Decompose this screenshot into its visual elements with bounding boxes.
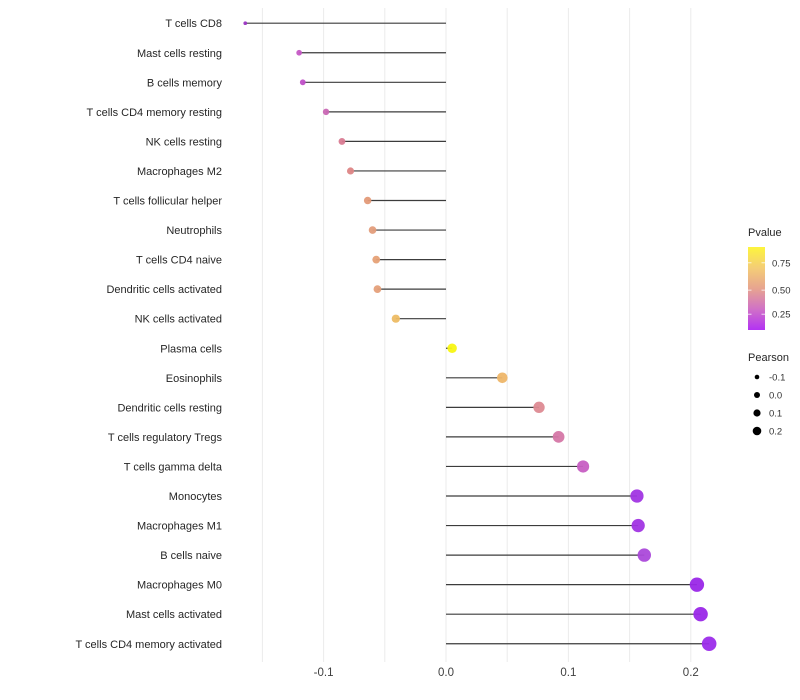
pvalue-tick-label: 0.50 [772,286,791,297]
x-tick-label: -0.1 [314,667,334,679]
x-axis: -0.1 0.0 0.1 0.2 [314,667,699,679]
pearson-legend-dot [753,409,761,417]
lollipop-rows: T cells CD8 Mast cells resting B cells mem… [75,18,717,652]
lollipop-row: T cells regulatory Tregs [108,431,565,444]
lollipop-row: Mast cells resting [137,48,446,60]
category-label: Macrophages M1 [137,521,222,533]
lollipop-row: T cells gamma delta [124,460,590,473]
lollipop-row: T cells follicular helper [113,196,446,208]
pvalue-tick-label: 0.75 [772,258,791,269]
pvalue-colorbar [748,247,765,330]
lollipop-row: T cells CD4 naive [136,255,446,267]
category-label: Mast cells activated [126,609,222,621]
category-label: T cells CD4 naive [136,255,222,267]
x-tick-label: 0.1 [560,667,576,679]
category-label: T cells follicular helper [113,196,222,208]
pearson-legend-label: 0.1 [769,409,782,420]
lollipop-row: B cells naive [160,548,651,562]
lollipop-dot [322,108,330,116]
lollipop-row: T cells CD4 memory resting [87,107,446,119]
pearson-legend-dot [754,392,760,398]
category-label: NK cells activated [135,314,222,326]
pearson-legend-label: -0.1 [769,373,785,384]
lollipop-row: Macrophages M1 [137,518,645,533]
gridlines [261,8,692,662]
lollipop-dot [368,226,377,234]
category-label: T cells CD4 memory activated [75,639,222,651]
category-label: Eosinophils [166,373,223,385]
category-label: Mast cells resting [137,48,222,60]
category-label: Neutrophils [166,225,222,237]
category-label: Macrophages M0 [137,580,222,592]
lollipop-row: NK cells activated [135,314,446,326]
lollipop-dot [391,314,400,323]
x-tick-label: 0.0 [438,667,454,679]
lollipop-dot [497,372,508,384]
category-label: T cells CD8 [165,18,222,30]
lollipop-dot [631,518,645,533]
lollipop-dot [630,489,644,503]
lollipop-dot [447,343,457,354]
lollipop-row: B cells memory [147,77,446,89]
category-label: B cells naive [160,550,222,562]
lollipop-row: NK cells resting [146,136,446,148]
lollipop-dot [243,21,248,26]
lollipop-dot [552,431,565,443]
lollipop-row: Neutrophils [166,225,446,237]
x-tick-label: 0.2 [683,667,699,679]
category-label: Monocytes [169,491,223,503]
category-label: Dendritic cells activated [106,284,222,296]
lollipop-dot [338,137,346,145]
lollipop-dot [363,196,372,205]
lollipop-row: Mast cells activated [126,606,708,622]
lollipop-row: Plasma cells [160,343,457,355]
category-label: Plasma cells [160,343,222,355]
lollipop-dot [693,606,708,622]
pvalue-legend-title: Pvalue [748,227,782,239]
pearson-legend: Pearson -0.1 0.0 0.1 0.2 [748,352,789,438]
lollipop-row: Macrophages M2 [137,166,446,178]
category-label: T cells CD4 memory resting [87,107,223,119]
lollipop-row: T cells CD4 memory activated [75,636,717,652]
pvalue-legend: Pvalue 0.75 0.50 0.25 [748,227,791,330]
lollipop-dot [299,79,306,86]
lollipop-dot [689,577,705,592]
lollipop-dot [701,636,717,652]
lollipop-dot [372,255,381,264]
category-label: Dendritic cells resting [117,402,222,414]
lollipop-dot [296,49,302,56]
lollipop-row: Dendritic cells resting [117,401,545,414]
lollipop-dot [576,460,590,473]
lollipop-dot [373,285,382,294]
category-label: Macrophages M2 [137,166,222,178]
lollipop-row: Monocytes [169,489,644,503]
lollipop-row: T cells CD8 [165,18,446,30]
lollipop-row: Dendritic cells activated [106,284,446,296]
category-label: T cells regulatory Tregs [108,432,223,444]
lollipop-row: Eosinophils [166,372,508,385]
pvalue-tick-label: 0.25 [772,310,791,321]
category-label: B cells memory [147,77,223,89]
pearson-legend-title: Pearson [748,352,789,364]
category-label: T cells gamma delta [124,461,223,473]
pearson-legend-dot [752,426,762,436]
pearson-legend-label: 0.0 [769,391,782,402]
pearson-legend-dot [754,374,760,380]
lollipop-dot [533,401,545,414]
pearson-legend-label: 0.2 [769,427,782,438]
category-label: NK cells resting [146,136,222,148]
lollipop-dot [346,167,355,175]
lollipop-row: Macrophages M0 [137,577,705,592]
lollipop-dot [637,548,651,562]
